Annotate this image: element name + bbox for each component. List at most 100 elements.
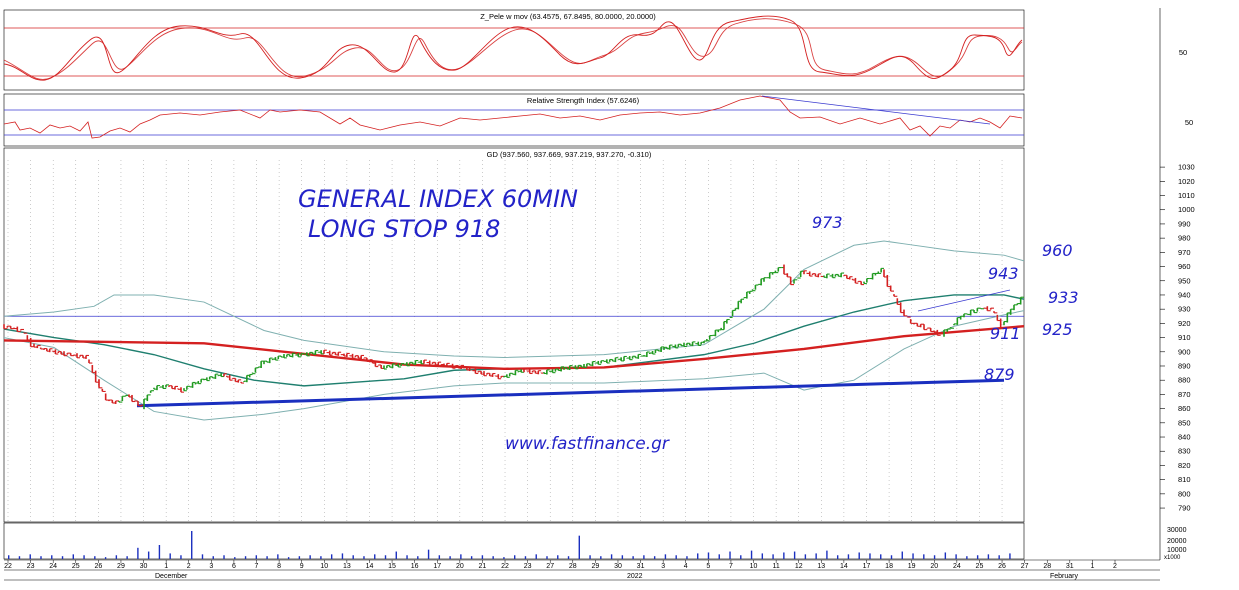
volume-bar <box>836 555 839 559</box>
date-tick-label: 19 <box>908 563 916 570</box>
date-tick-label: 29 <box>117 563 125 570</box>
volume-bar <box>890 555 893 559</box>
volume-bar <box>901 551 903 559</box>
volume-bar <box>395 551 397 559</box>
volume-bar <box>697 553 699 559</box>
date-tick-label: 18 <box>885 563 893 570</box>
date-tick-label: 6 <box>232 563 236 570</box>
date-tick-label: 10 <box>320 563 328 570</box>
level-925-label: 925 <box>1042 320 1073 339</box>
level-943-label: 943 <box>988 264 1019 283</box>
volume-bar <box>653 556 656 559</box>
volume-bar <box>815 553 817 559</box>
level-973-label: 973 <box>812 213 843 232</box>
date-tick-label: 3 <box>661 563 665 570</box>
volume-bar <box>535 554 537 559</box>
stochastic-title: Z_Pele w mov (63.4575, 67.8495, 80.0000,… <box>480 12 656 21</box>
volume-bar <box>621 555 624 559</box>
volume-bar <box>686 556 688 559</box>
date-tick-label: 14 <box>840 563 848 570</box>
volume-bar <box>481 555 484 559</box>
price-tick-label: 980 <box>1178 234 1191 243</box>
price-tick-label: 910 <box>1178 333 1191 342</box>
date-tick-label: 11 <box>772 563 779 570</box>
date-tick-label: 2 <box>1113 563 1117 570</box>
price-tick-label: 800 <box>1178 489 1191 498</box>
date-tick-label: 24 <box>953 563 961 570</box>
volume-bar <box>277 554 279 559</box>
date-tick-label: 1 <box>1090 563 1094 570</box>
volume-bar <box>363 556 365 559</box>
volume-bar <box>578 535 580 559</box>
month-label-december: December <box>155 573 188 580</box>
price-panel: GD (937.560, 937.669, 937.219, 937.270, … <box>3 147 1195 523</box>
volume-bar <box>944 552 947 559</box>
date-tick-label: 5 <box>706 563 710 570</box>
volume-bar <box>201 554 204 559</box>
volume-bar <box>761 553 764 559</box>
volume-bar <box>933 555 936 559</box>
date-tick-label: 21 <box>479 563 487 570</box>
volume-panel: 30000 20000 10000 x1000 <box>3 522 1187 561</box>
price-tick-label: 1000 <box>1178 205 1195 214</box>
price-tick-label: 950 <box>1178 276 1191 285</box>
price-title: GD (937.560, 937.669, 937.219, 937.270, … <box>487 150 652 159</box>
volume-bar <box>546 556 548 559</box>
date-tick-label: 23 <box>524 563 532 570</box>
volume-bar <box>51 555 53 559</box>
volume-bar <box>880 554 882 559</box>
volume-bar <box>244 556 247 559</box>
rsi-panel: Relative Strength Index (57.6246) 50 <box>3 93 1193 147</box>
price-tick-label: 820 <box>1178 461 1191 470</box>
level-960-label: 960 <box>1042 241 1073 260</box>
date-tick-label: 28 <box>1043 563 1051 570</box>
red-trendline <box>3 325 1025 371</box>
volume-bar <box>384 555 387 559</box>
volume-bar <box>826 550 828 559</box>
volume-bar <box>793 551 796 559</box>
volume-bar <box>858 552 860 559</box>
price-axis: 1030 1020 1010 1000 990 980 970 960 950 940 930 920… <box>1160 163 1195 513</box>
rsi-line <box>3 95 1023 139</box>
price-tick-label: 960 <box>1178 262 1191 271</box>
date-tick-label: 2 <box>187 563 191 570</box>
level-879-label: 879 <box>984 365 1015 384</box>
rsi-axis-label: 50 <box>1185 118 1193 127</box>
channel-upper-line <box>917 289 1011 312</box>
volume-bar <box>804 554 807 559</box>
rsi-title: Relative Strength Index (57.6246) <box>527 96 640 105</box>
volume-bar <box>40 556 42 559</box>
price-tick-label: 790 <box>1178 504 1191 513</box>
stochastic-axis-label: 50 <box>1179 48 1187 57</box>
volume-bar <box>783 552 785 559</box>
volume-bar <box>610 554 613 559</box>
bollinger-upper-band <box>3 240 1025 358</box>
volume-bar <box>8 555 10 559</box>
volume-bar <box>94 556 96 559</box>
blue-support-trendline <box>136 378 1005 408</box>
date-tick-label: 17 <box>433 563 441 570</box>
volume-bar <box>750 550 753 559</box>
headline-line-2: LONG STOP 918 <box>308 215 500 243</box>
volume-bar <box>589 555 591 559</box>
date-tick-label: 26 <box>998 563 1006 570</box>
volume-bar <box>772 554 774 559</box>
volume-bar <box>180 555 182 559</box>
volume-bar <box>147 551 150 559</box>
date-tick-label: 10 <box>750 563 758 570</box>
volume-bar <box>126 556 128 559</box>
volume-bar <box>675 555 677 559</box>
price-tick-label: 930 <box>1178 305 1191 314</box>
volume-tick-10000: 10000 <box>1167 547 1187 554</box>
volume-bar <box>234 557 236 559</box>
volume-bar <box>223 555 225 559</box>
volume-bar <box>298 556 301 559</box>
volume-bar <box>137 547 139 559</box>
volume-bar <box>72 554 74 559</box>
headline-line-1: GENERAL INDEX 60MIN <box>298 185 578 213</box>
volume-bar <box>438 555 441 559</box>
date-tick-label: 31 <box>637 563 645 570</box>
date-tick-label: 31 <box>1066 563 1074 570</box>
price-tick-label: 900 <box>1178 347 1191 356</box>
